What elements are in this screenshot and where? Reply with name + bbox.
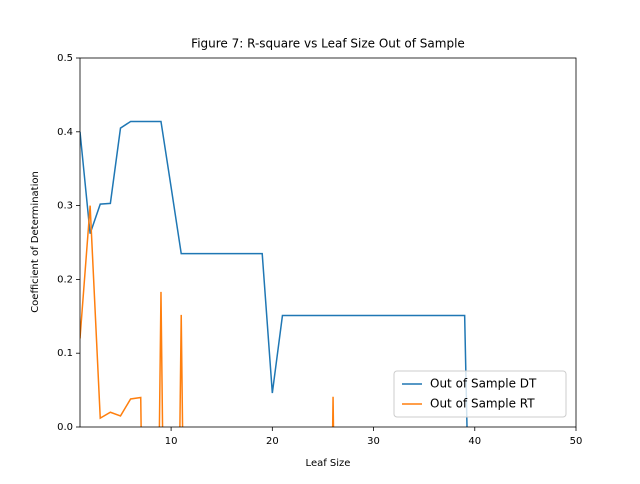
- x-tick-label: 20: [266, 436, 279, 447]
- axes-frame: [79, 57, 577, 428]
- chart-title: Figure 7: R-square vs Leaf Size Out of S…: [191, 37, 465, 51]
- series-line: [80, 205, 335, 427]
- y-tick-label: 0.2: [57, 274, 73, 285]
- y-tick-label: 0.4: [57, 127, 73, 138]
- x-axis-label: Leaf Size: [306, 458, 351, 469]
- y-tick-label: 0.5: [57, 53, 73, 64]
- y-tick-label: 0.3: [57, 201, 73, 212]
- legend-box: [393, 370, 567, 418]
- legend-label: Out of Sample DT: [430, 377, 537, 391]
- legend-label: Out of Sample RT: [430, 397, 535, 411]
- x-tick-label: 50: [570, 436, 583, 447]
- x-tick-label: 30: [367, 436, 380, 447]
- y-axis-label: Coefficient of Determination: [30, 171, 41, 313]
- x-tick-label: 10: [165, 436, 178, 447]
- series-line: [80, 120, 468, 427]
- y-tick-label: 0.0: [57, 422, 73, 433]
- plot-area: [80, 120, 468, 427]
- y-tick-label: 0.1: [57, 348, 73, 359]
- x-tick-label: 40: [468, 436, 481, 447]
